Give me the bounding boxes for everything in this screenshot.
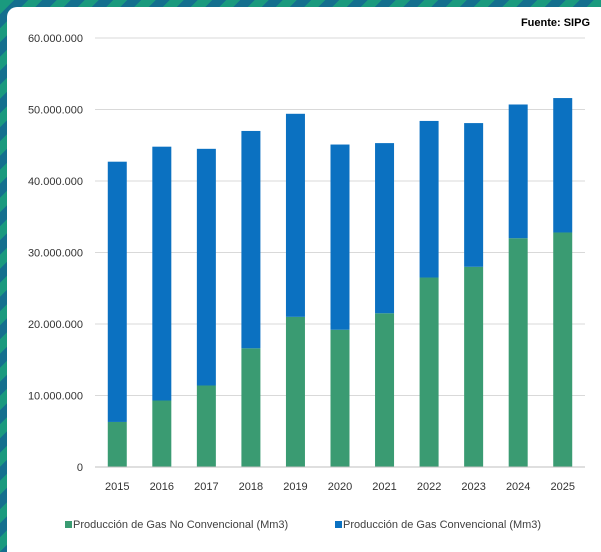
bar-convencional-2021 bbox=[375, 143, 395, 314]
bar-no-convencional-2018 bbox=[241, 348, 261, 467]
x-axis-ticks: 2015 2016 2017 2018 2019 2020 2021 2022 2023 2024… bbox=[105, 481, 575, 493]
x-tick-label: 2020 bbox=[328, 481, 352, 493]
x-tick-label: 2023 bbox=[461, 481, 485, 493]
bar-convencional-2025 bbox=[553, 98, 573, 233]
x-tick-label: 2019 bbox=[283, 481, 307, 493]
bar-convencional-2020 bbox=[330, 144, 350, 330]
legend-swatch bbox=[335, 521, 342, 528]
x-tick-label: 2018 bbox=[239, 481, 263, 493]
legend: Producción de Gas No Convencional (Mm3) P… bbox=[65, 519, 541, 531]
legend-swatch bbox=[65, 521, 72, 528]
y-tick-label: 50.000.000 bbox=[28, 105, 83, 117]
x-tick-label: 2017 bbox=[194, 481, 218, 493]
x-tick-label: 2024 bbox=[506, 481, 530, 493]
bar-convencional-2016 bbox=[152, 146, 172, 401]
bar-no-convencional-2015 bbox=[107, 421, 127, 467]
x-tick-label: 2025 bbox=[550, 481, 574, 493]
bar-no-convencional-2016 bbox=[152, 400, 172, 467]
bar-convencional-2024 bbox=[508, 104, 528, 239]
y-tick-label: 10.000.000 bbox=[28, 391, 83, 403]
bar-no-convencional-2024 bbox=[508, 238, 528, 467]
bar-no-convencional-2023 bbox=[464, 266, 484, 467]
y-tick-label: 20.000.000 bbox=[28, 319, 83, 331]
x-tick-label: 2021 bbox=[372, 481, 396, 493]
bar-convencional-2019 bbox=[285, 113, 305, 317]
bar-no-convencional-2019 bbox=[285, 316, 305, 467]
source-label: Fuente: SIPG bbox=[521, 17, 590, 29]
legend-label: Producción de Gas No Convencional (Mm3) bbox=[73, 519, 288, 531]
x-tick-label: 2015 bbox=[105, 481, 129, 493]
bar-convencional-2018 bbox=[241, 130, 261, 349]
bar-no-convencional-2025 bbox=[553, 232, 573, 467]
bar-no-convencional-2022 bbox=[419, 277, 439, 467]
y-tick-label: 0 bbox=[77, 462, 83, 474]
bar-no-convencional-2017 bbox=[196, 385, 216, 467]
x-tick-label: 2016 bbox=[150, 481, 174, 493]
bar-no-convencional-2021 bbox=[375, 313, 395, 467]
bar-convencional-2022 bbox=[419, 120, 439, 278]
y-tick-label: 60.000.000 bbox=[28, 33, 83, 45]
y-tick-label: 30.000.000 bbox=[28, 248, 83, 260]
x-tick-label: 2022 bbox=[417, 481, 441, 493]
bar-convencional-2015 bbox=[107, 161, 127, 422]
y-tick-label: 40.000.000 bbox=[28, 176, 83, 188]
legend-label: Producción de Gas Convencional (Mm3) bbox=[343, 519, 541, 531]
bar-convencional-2023 bbox=[464, 123, 484, 267]
y-axis-ticks: 0 10.000.000 20.000.000 30.000.000 40.000.00… bbox=[28, 33, 83, 474]
bars bbox=[107, 98, 573, 467]
bar-no-convencional-2020 bbox=[330, 329, 350, 467]
bar-convencional-2017 bbox=[196, 148, 216, 386]
